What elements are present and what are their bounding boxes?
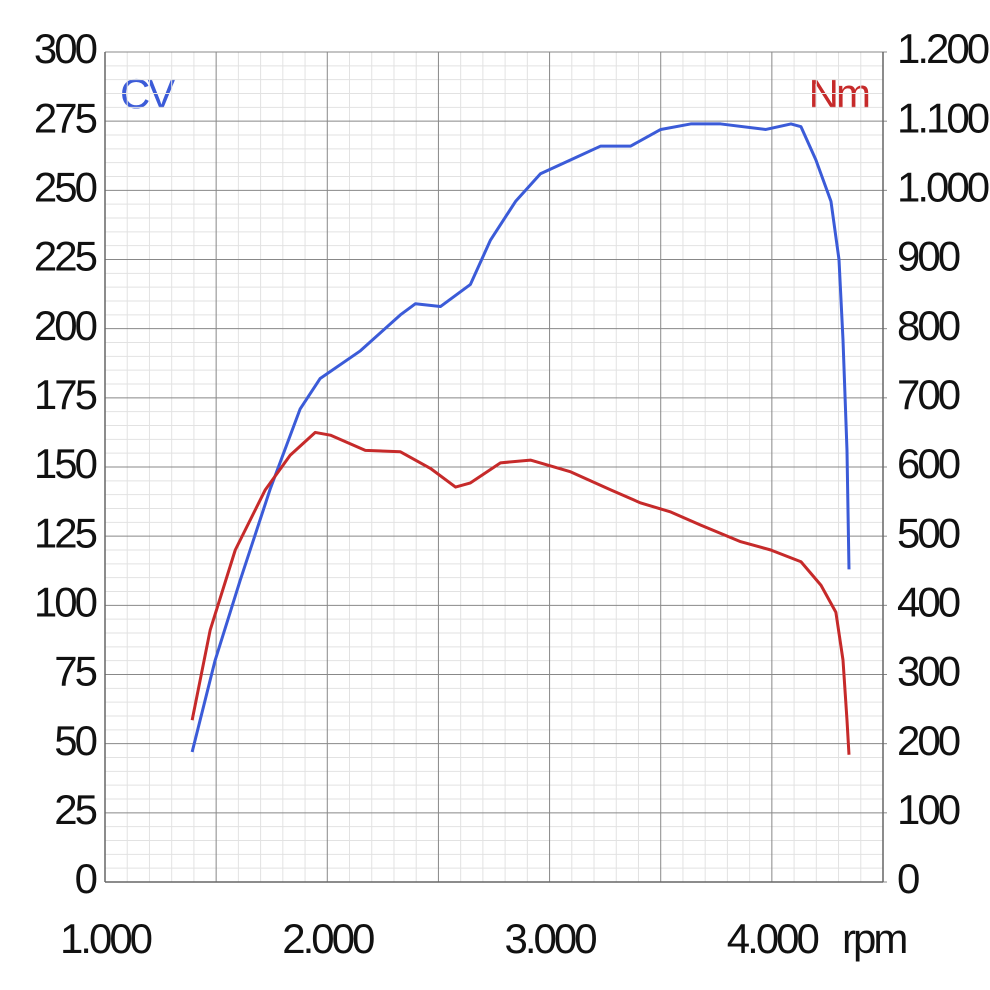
y-tick-label: 100 [34, 578, 97, 625]
x-axis-label: rpm [842, 915, 906, 962]
y2-tick-label: 1.100 [897, 94, 989, 141]
y2-tick-label: 1.200 [897, 25, 989, 72]
y-tick-label: 125 [34, 509, 97, 556]
y2-tick-label: 500 [897, 509, 960, 556]
y-tick-label: 225 [34, 233, 97, 280]
y2-tick-label: 900 [897, 233, 960, 280]
y-tick-label: 75 [54, 648, 96, 695]
y-tick-label: 150 [34, 440, 97, 487]
series-line [190, 122, 851, 753]
y-tick-label: 200 [34, 302, 97, 349]
y2-tick-label: 300 [897, 648, 960, 695]
y-tick-label: 300 [34, 25, 97, 72]
y2-tick-label: 200 [897, 717, 960, 764]
y-tick-label: 275 [34, 94, 97, 141]
y-tick-label: 250 [34, 163, 97, 210]
x-tick-label: 3.000 [505, 915, 597, 962]
x-tick-label: 4.000 [727, 915, 819, 962]
y-tick-label: 25 [54, 786, 96, 833]
y2-tick-label: 800 [897, 302, 960, 349]
y2-tick-label: 400 [897, 578, 960, 625]
series-line [190, 430, 851, 755]
y2-tick-label: 600 [897, 440, 960, 487]
y2-tick-label: 100 [897, 786, 960, 833]
y-tick-label: 0 [75, 855, 97, 902]
y-tick-label: 50 [54, 717, 96, 764]
x-tick-label: 2.000 [282, 915, 374, 962]
y2-tick-label: 1.000 [897, 163, 989, 210]
y2-tick-label: 0 [897, 855, 919, 902]
y-tick-label: 175 [34, 371, 97, 418]
x-tick-label: 1.000 [60, 915, 152, 962]
y2-tick-label: 700 [897, 371, 960, 418]
